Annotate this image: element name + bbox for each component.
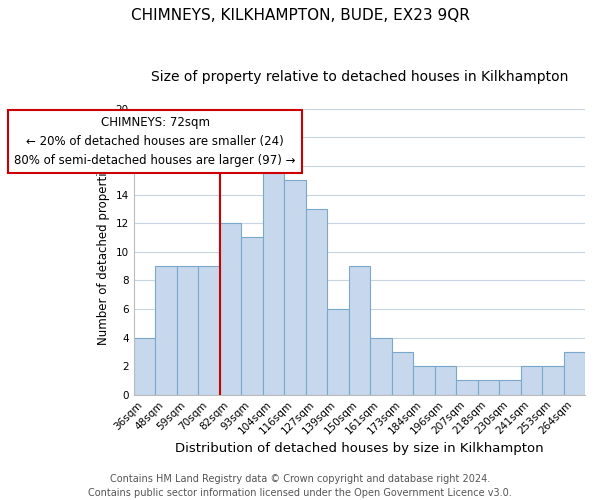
Title: Size of property relative to detached houses in Kilkhampton: Size of property relative to detached ho… xyxy=(151,70,568,84)
Bar xyxy=(370,338,392,394)
Bar xyxy=(521,366,542,394)
Bar xyxy=(542,366,563,394)
Bar xyxy=(327,309,349,394)
Bar xyxy=(134,338,155,394)
Y-axis label: Number of detached properties: Number of detached properties xyxy=(97,159,110,345)
Bar xyxy=(413,366,434,394)
Bar xyxy=(241,238,263,394)
Bar xyxy=(198,266,220,394)
Bar xyxy=(305,209,327,394)
Bar xyxy=(176,266,198,394)
X-axis label: Distribution of detached houses by size in Kilkhampton: Distribution of detached houses by size … xyxy=(175,442,544,455)
Bar xyxy=(349,266,370,394)
Text: Contains HM Land Registry data © Crown copyright and database right 2024.
Contai: Contains HM Land Registry data © Crown c… xyxy=(88,474,512,498)
Bar xyxy=(155,266,176,394)
Bar xyxy=(478,380,499,394)
Bar xyxy=(434,366,456,394)
Text: CHIMNEYS: 72sqm
← 20% of detached houses are smaller (24)
80% of semi-detached h: CHIMNEYS: 72sqm ← 20% of detached houses… xyxy=(14,116,296,167)
Bar xyxy=(392,352,413,395)
Text: CHIMNEYS, KILKHAMPTON, BUDE, EX23 9QR: CHIMNEYS, KILKHAMPTON, BUDE, EX23 9QR xyxy=(131,8,469,22)
Bar xyxy=(499,380,521,394)
Bar xyxy=(284,180,305,394)
Bar xyxy=(263,166,284,394)
Bar xyxy=(220,223,241,394)
Bar xyxy=(456,380,478,394)
Bar xyxy=(563,352,585,395)
